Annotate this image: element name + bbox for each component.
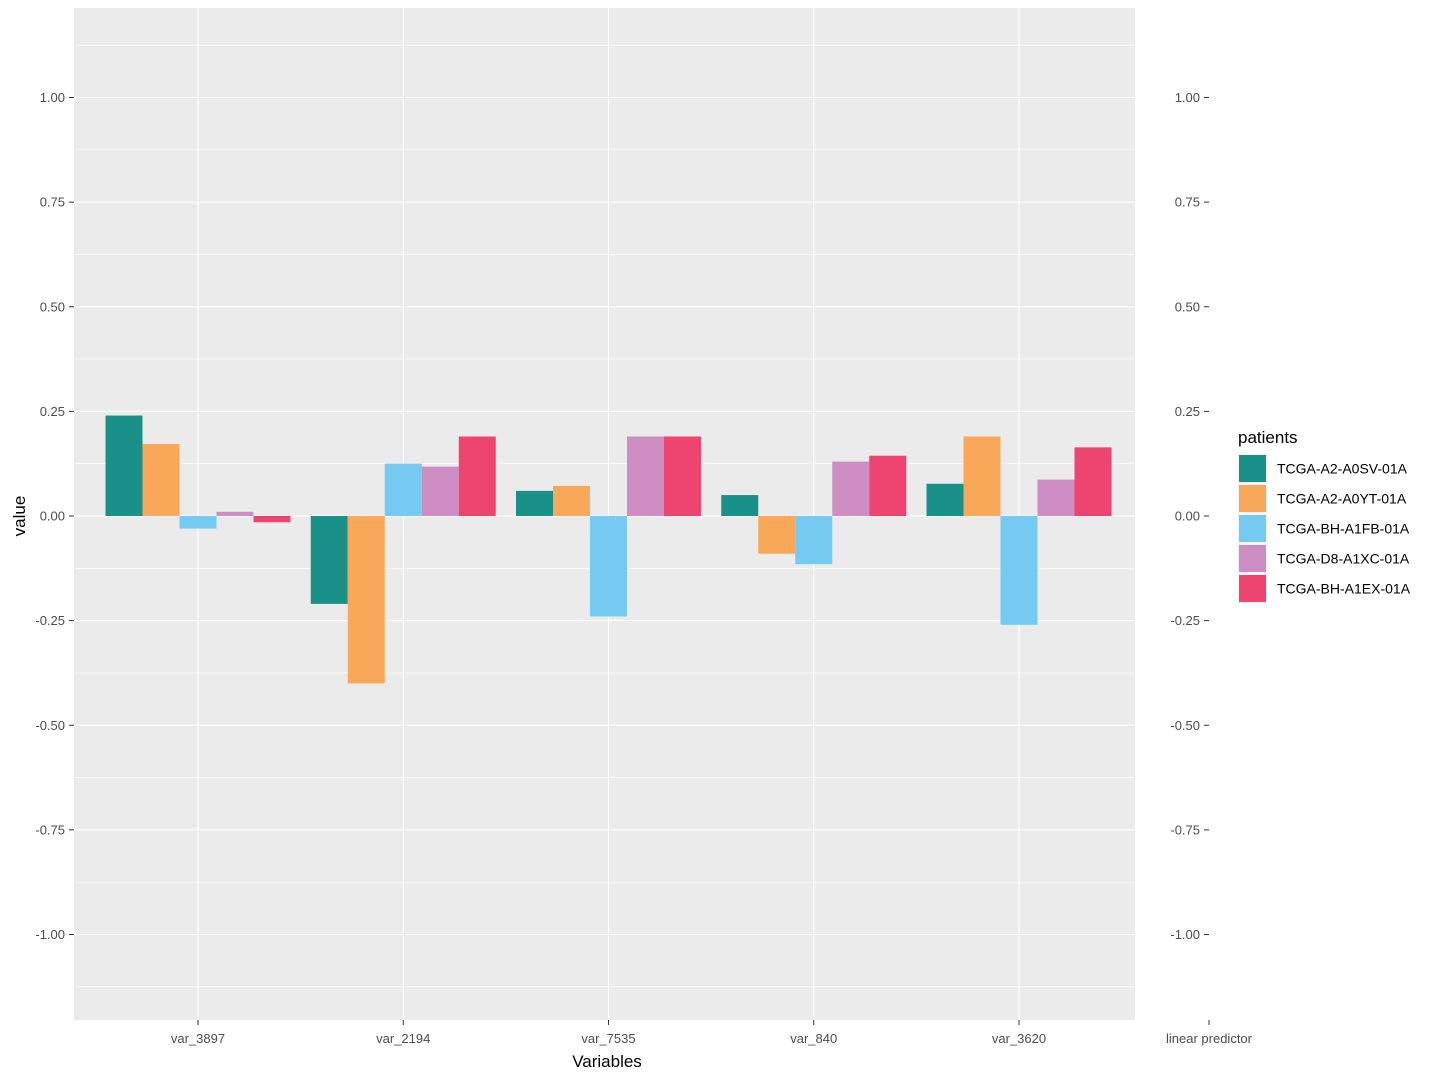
bar-TCGA-D8-A1XC-01A-var_3620 [1037,479,1075,516]
right-y-tick-label: 0.00 [1175,509,1200,524]
bar-TCGA-BH-A1EX-01A-var_840 [869,455,907,516]
bar-TCGA-BH-A1FB-01A-var_2194 [384,463,422,516]
legend-key-swatch [1239,455,1266,482]
right-y-tick-label: -0.25 [1170,613,1200,628]
axes: -1.00 -0.75 -0.50 -0.25 0.00 0.25 0.50 0.75 1.00… [35,90,1210,1046]
right-y-tick-label: -0.75 [1170,822,1200,837]
bar-TCGA-D8-A1XC-01A-var_3897 [216,511,254,516]
bar-TCGA-A2-A0YT-01A-var_840 [758,516,796,554]
bar-TCGA-D8-A1XC-01A-var_840 [832,461,870,516]
bar-TCGA-BH-A1FB-01A-var_3897 [179,516,217,529]
bar-TCGA-D8-A1XC-01A-var_2194 [421,466,459,516]
y-tick-label: 0.25 [40,404,65,419]
bar-TCGA-BH-A1EX-01A-var_3897 [253,516,291,523]
bar-TCGA-A2-A0YT-01A-var_3620 [963,436,1001,516]
bar-TCGA-A2-A0YT-01A-var_3897 [142,444,180,516]
legend-label: TCGA-A2-A0SV-01A [1277,461,1408,477]
legend: patients TCGA-A2-A0SV-01A TCGA-A2-A0YT-01… [1238,428,1411,603]
bar-TCGA-BH-A1FB-01A-var_7535 [590,516,627,617]
y-axis-title: value [10,496,29,537]
bar-TCGA-BH-A1EX-01A-var_7535 [664,436,701,516]
right-y-tick-label: -0.50 [1170,718,1200,733]
legend-label: TCGA-D8-A1XC-01A [1277,551,1410,567]
right-y-tick-label: 0.25 [1175,404,1200,419]
bar-TCGA-A2-A0SV-01A-var_3897 [105,415,143,516]
y-tick-label: 0.50 [40,299,65,314]
y-tick-label: -0.50 [35,718,65,733]
legend-label: TCGA-A2-A0YT-01A [1277,491,1407,507]
bar-TCGA-BH-A1FB-01A-var_3620 [1000,516,1038,625]
bar-TCGA-BH-A1FB-01A-var_840 [795,516,833,565]
legend-title: patients [1238,428,1298,447]
y-tick-label: -0.75 [35,822,65,837]
legend-key-swatch [1239,485,1266,512]
bar-TCGA-A2-A0SV-01A-var_7535 [516,490,553,516]
y-tick-label: -0.25 [35,613,65,628]
bar-TCGA-A2-A0SV-01A-var_3620 [926,483,964,516]
bar-TCGA-BH-A1EX-01A-var_2194 [458,436,496,516]
legend-key-swatch [1239,575,1266,602]
bar-TCGA-A2-A0SV-01A-var_840 [721,495,759,516]
bar-TCGA-BH-A1EX-01A-var_3620 [1074,447,1112,516]
right-y-tick-label: 0.50 [1175,299,1200,314]
bars [105,415,1112,684]
y-tick-label: 0.75 [40,195,65,210]
x-tick-label: var_3620 [992,1031,1046,1046]
y-tick-label: 1.00 [40,90,65,105]
legend-label: TCGA-BH-A1FB-01A [1277,521,1410,537]
right-y-tick-label: 0.75 [1175,195,1200,210]
y-tick-label: 0.00 [40,509,65,524]
bar-TCGA-A2-A0YT-01A-var_7535 [553,485,590,516]
x-axis-title: Variables [572,1052,642,1071]
x-tick-label-linear-predictor: linear predictor [1166,1031,1253,1046]
legend-label: TCGA-BH-A1EX-01A [1277,581,1411,597]
legend-key-swatch [1239,515,1266,542]
legend-key-swatch [1239,545,1266,572]
right-y-tick-label: -1.00 [1170,927,1200,942]
bar-TCGA-A2-A0YT-01A-var_2194 [347,516,385,684]
grid-lines [74,8,1135,1020]
x-tick-label: var_840 [790,1031,837,1046]
bar-TCGA-D8-A1XC-01A-var_7535 [627,436,664,516]
y-tick-label: -1.00 [35,927,65,942]
bar-TCGA-A2-A0SV-01A-var_2194 [310,516,348,604]
right-y-tick-label: 1.00 [1175,90,1200,105]
x-tick-label: var_7535 [581,1031,635,1046]
x-tick-label: var_2194 [376,1031,430,1046]
x-tick-label: var_3897 [171,1031,225,1046]
